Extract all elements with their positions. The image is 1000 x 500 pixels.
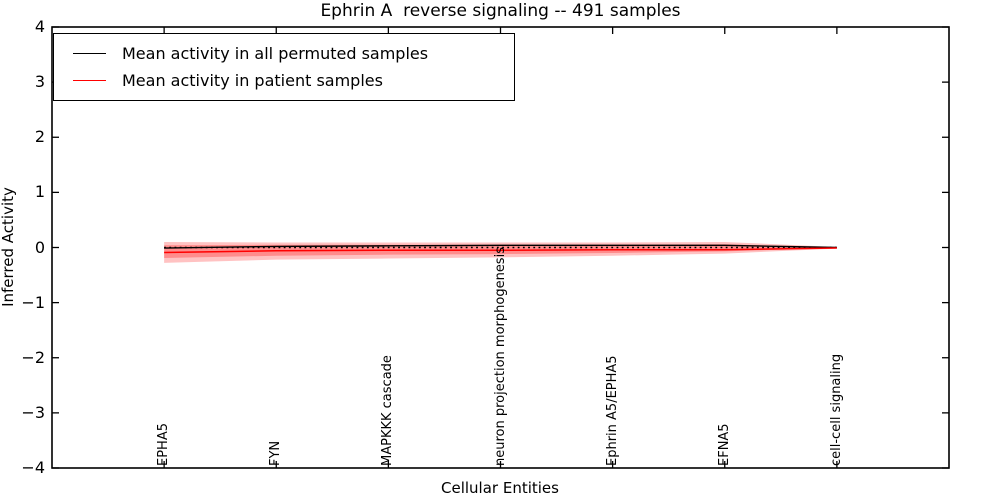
legend-line-sample xyxy=(73,53,106,54)
y-tick-label: 1 xyxy=(34,182,45,202)
x-axis-label: Cellular Entities xyxy=(441,479,559,497)
x-category-label: EPHA5 xyxy=(156,423,172,466)
x-category-label: EFNA5 xyxy=(716,423,732,466)
legend-item-label: Mean activity in all permuted samples xyxy=(122,44,429,63)
x-category-label: Ephrin A5/EPHA5 xyxy=(604,355,620,466)
series-line-0 xyxy=(164,244,837,249)
x-category-label: MAPKKK cascade xyxy=(380,355,396,466)
chart-title: Ephrin A reverse signaling -- 491 sample… xyxy=(320,1,681,21)
y-tick-label: 2 xyxy=(34,127,45,147)
x-category-label: neuron projection morphogenesis xyxy=(492,247,508,466)
legend-line-sample xyxy=(73,80,106,81)
y-tick-label: −2 xyxy=(21,347,45,367)
legend: Mean activity in all permuted samples Mea… xyxy=(53,33,515,101)
y-tick-label: −1 xyxy=(21,292,45,312)
legend-item: Mean activity in patient samples xyxy=(54,67,514,94)
series-line-2 xyxy=(164,247,837,254)
x-category-label: FYN xyxy=(268,440,284,466)
y-tick-label: −4 xyxy=(21,458,45,477)
y-tick-label: −3 xyxy=(21,402,45,422)
legend-item: Mean activity in all permuted samples xyxy=(54,40,514,67)
legend-item-label: Mean activity in patient samples xyxy=(122,71,383,90)
y-tick-label: 0 xyxy=(34,237,45,257)
y-tick-label: 3 xyxy=(34,72,45,92)
y-tick-label: 4 xyxy=(34,17,45,36)
x-category-label: cell-cell signaling xyxy=(828,353,844,466)
